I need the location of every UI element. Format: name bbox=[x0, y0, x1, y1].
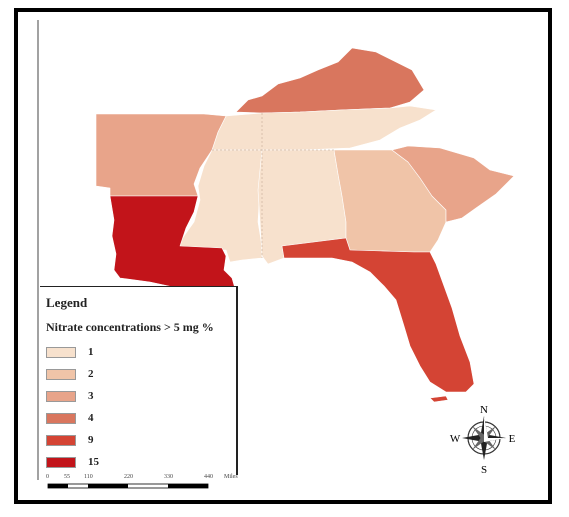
legend-item: 1 bbox=[46, 345, 94, 359]
legend-panel: Legend Nitrate concentrations > 5 mg % 1… bbox=[40, 286, 238, 475]
legend-label: 1 bbox=[88, 346, 94, 358]
legend-swatch bbox=[46, 412, 76, 424]
legend-item: 15 bbox=[46, 455, 99, 469]
scale-bar: 0 55 110 220 330 440 Miles bbox=[46, 474, 246, 494]
legend-item: 9 bbox=[46, 433, 94, 447]
legend-label: 3 bbox=[88, 390, 94, 402]
scale-unit: Miles bbox=[224, 474, 238, 480]
scale-tick-label: 330 bbox=[164, 474, 173, 480]
scale-tick-label: 220 bbox=[124, 474, 133, 480]
compass-rose: N S E W bbox=[450, 404, 516, 476]
legend-item: 4 bbox=[46, 411, 94, 425]
scale-tick-label: 0 bbox=[46, 474, 49, 480]
state-arkansas bbox=[95, 113, 227, 197]
legend-swatch bbox=[46, 368, 76, 380]
legend-label: 2 bbox=[88, 368, 94, 380]
legend-label: 15 bbox=[88, 456, 99, 468]
scale-tick-label: 110 bbox=[84, 474, 93, 480]
legend-subtitle: Nitrate concentrations > 5 mg % bbox=[46, 320, 214, 334]
compass-n-label: N bbox=[480, 404, 488, 416]
legend-swatch bbox=[46, 390, 76, 402]
scale-bar-graphic bbox=[47, 483, 209, 489]
scale-tick-label: 55 bbox=[64, 474, 70, 480]
legend-swatch bbox=[46, 456, 76, 468]
legend-item: 2 bbox=[46, 367, 94, 381]
state-florida bbox=[281, 237, 475, 393]
compass-s-label: S bbox=[481, 464, 487, 476]
legend-label: 9 bbox=[88, 434, 94, 446]
scale-tick-label: 440 bbox=[204, 474, 213, 480]
legend-title: Legend bbox=[46, 295, 88, 310]
legend-item: 3 bbox=[46, 389, 94, 403]
legend-swatch bbox=[46, 434, 76, 446]
legend-swatch bbox=[46, 346, 76, 358]
state-south-carolina bbox=[391, 145, 515, 223]
state-florida-keys bbox=[429, 395, 449, 403]
state-kentucky bbox=[235, 47, 425, 114]
compass-e-label: E bbox=[509, 433, 516, 445]
state-boundaries bbox=[212, 113, 334, 258]
scale-labels: 0 55 110 220 330 440 Miles bbox=[46, 474, 246, 482]
compass-w-label: W bbox=[450, 433, 461, 445]
legend-label: 4 bbox=[88, 412, 94, 424]
